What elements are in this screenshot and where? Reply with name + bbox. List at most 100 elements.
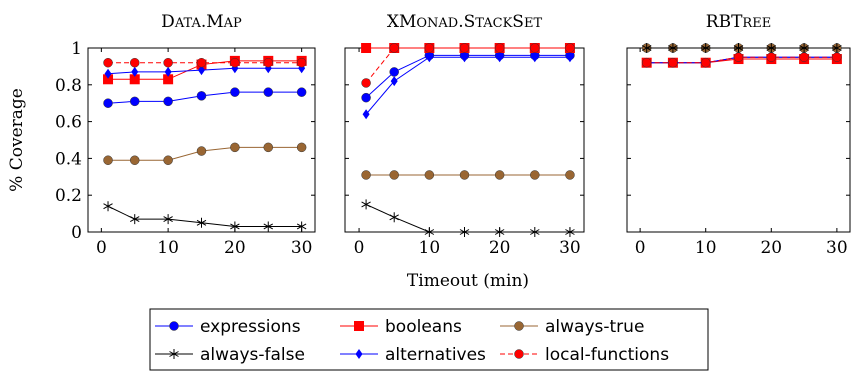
- x-tick-label: 20: [224, 238, 246, 258]
- data-point-local-functions: [459, 43, 470, 53]
- data-point-local-functions: [733, 52, 744, 62]
- data-point-booleans: [163, 74, 174, 85]
- y-tick-label: 1: [71, 39, 82, 59]
- legend-item-expressions: expressions: [155, 317, 301, 337]
- data-point-alternatives: [390, 76, 398, 87]
- legend-label: expressions: [200, 317, 301, 337]
- data-point-always-false: [196, 217, 207, 228]
- data-point-local-functions: [196, 57, 207, 68]
- panel-title-data-map: DATA.MAP: [161, 12, 242, 32]
- data-point-alternatives: [231, 63, 239, 74]
- data-point-always-false: [700, 43, 711, 53]
- x-tick-label: 10: [419, 238, 441, 258]
- data-point-alternatives: [131, 66, 139, 77]
- data-point-local-functions: [424, 43, 435, 53]
- legend-item-always-true: always-true: [500, 317, 644, 337]
- y-tick-label: 0.2: [55, 186, 82, 206]
- data-point-always-false: [361, 199, 371, 210]
- data-point-alternatives: [531, 52, 539, 63]
- data-point-always-true: [424, 170, 435, 180]
- legend-item-alternatives: alternatives: [340, 345, 486, 365]
- series-line-always-false: [107, 205, 302, 227]
- data-point-alternatives: [362, 109, 370, 120]
- data-point-alternatives: [425, 52, 433, 63]
- x-tick-label: 20: [760, 238, 782, 258]
- data-point-local-functions: [799, 52, 809, 62]
- data-point-always-false: [494, 227, 505, 237]
- data-point-always-true: [263, 142, 274, 153]
- data-point-always-false: [424, 227, 435, 237]
- data-point-booleans: [103, 74, 114, 85]
- legend-marker-booleans: [354, 321, 364, 331]
- data-point-local-functions: [668, 57, 678, 68]
- series-line-expressions: [365, 54, 570, 99]
- data-point-expressions: [263, 87, 274, 97]
- data-point-always-true: [494, 170, 505, 180]
- x-tick-label: 0: [96, 238, 107, 258]
- x-tick-label: 30: [559, 238, 581, 258]
- legend-marker-alternatives: [355, 349, 363, 359]
- series-line-alternatives: [365, 56, 570, 115]
- data-point-always-true: [296, 142, 307, 153]
- data-point-alternatives: [496, 52, 504, 63]
- data-point-always-false: [641, 43, 652, 53]
- data-point-expressions: [196, 91, 207, 101]
- legend-label: alternatives: [385, 345, 486, 365]
- data-point-always-false: [530, 227, 540, 237]
- data-point-local-functions: [494, 43, 505, 53]
- data-point-always-true: [103, 155, 113, 165]
- data-point-booleans: [129, 74, 140, 85]
- plot-frame-rbtree: [626, 47, 851, 233]
- data-point-local-functions: [361, 78, 371, 88]
- data-point-expressions: [389, 67, 399, 77]
- data-point-local-functions: [641, 57, 652, 68]
- legend-item-always-false: always-false: [155, 345, 305, 365]
- data-point-always-false: [296, 221, 307, 232]
- data-point-alternatives: [264, 63, 272, 74]
- data-point-local-functions: [766, 52, 777, 62]
- plot-frame-xmonad-stackset: [344, 47, 585, 233]
- data-point-always-true: [565, 170, 575, 180]
- data-point-alternatives: [461, 52, 468, 63]
- data-point-always-false: [565, 227, 575, 237]
- data-point-expressions: [296, 87, 307, 97]
- data-point-local-functions: [129, 57, 140, 68]
- y-tick-label: 0: [71, 223, 82, 243]
- data-point-alternatives: [164, 66, 172, 77]
- data-point-local-functions: [389, 43, 399, 53]
- data-point-local-functions: [230, 57, 240, 68]
- data-point-local-functions: [263, 57, 274, 68]
- data-point-always-true: [530, 170, 540, 180]
- data-point-local-functions: [700, 57, 711, 68]
- data-point-alternatives: [566, 52, 574, 63]
- x-tick-label: 20: [489, 238, 511, 258]
- panel-title-rbtree: RBTREE: [706, 12, 771, 32]
- data-point-local-functions: [163, 57, 173, 68]
- data-point-local-functions: [530, 43, 540, 53]
- y-axis-label: % Coverage: [7, 88, 27, 192]
- data-point-expressions: [163, 96, 173, 107]
- x-tick-label: 0: [354, 238, 365, 258]
- legend-label: local-functions: [545, 345, 669, 365]
- data-point-always-false: [733, 43, 744, 53]
- data-point-always-false: [832, 43, 842, 53]
- x-tick-label: 10: [157, 238, 179, 258]
- data-point-always-false: [799, 43, 809, 53]
- panel-xmonad-stackset: XMONAD.STACKSET 0 10 20 30: [344, 12, 585, 258]
- data-point-always-false: [230, 221, 240, 232]
- legend-label: booleans: [385, 317, 462, 337]
- legend-item-local-functions: local-functions: [500, 345, 669, 365]
- y-tick-label: 0.6: [55, 113, 82, 133]
- data-point-always-false: [766, 43, 777, 53]
- data-point-expressions: [103, 98, 113, 108]
- panel-title-xmonad-stackset: XMONAD.STACKSET: [387, 12, 543, 32]
- y-tick-label: 0.8: [55, 76, 82, 96]
- data-point-always-true: [361, 170, 371, 180]
- legend-label: always-false: [200, 345, 305, 365]
- data-point-always-true: [129, 155, 140, 165]
- panel-rbtree: RBTREE 0 10 20 30: [626, 12, 851, 258]
- x-tick-label: 30: [291, 238, 313, 258]
- data-point-always-false: [103, 201, 113, 212]
